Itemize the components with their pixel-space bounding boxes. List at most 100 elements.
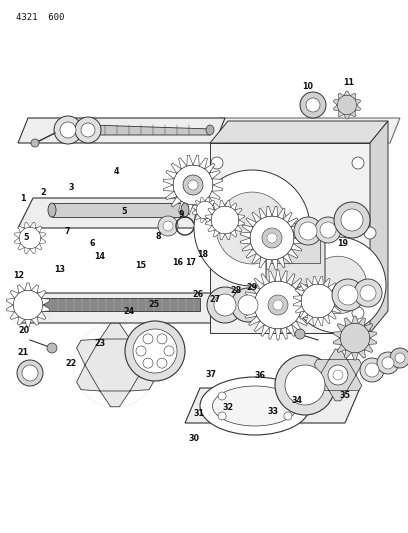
- Polygon shape: [163, 179, 174, 185]
- Text: 21: 21: [17, 349, 28, 357]
- Polygon shape: [205, 197, 209, 202]
- Text: 8: 8: [155, 232, 161, 240]
- Polygon shape: [323, 278, 330, 287]
- Polygon shape: [301, 299, 313, 305]
- Polygon shape: [193, 155, 199, 166]
- Polygon shape: [333, 105, 339, 111]
- Circle shape: [306, 98, 320, 112]
- Polygon shape: [368, 332, 377, 338]
- Circle shape: [337, 95, 357, 115]
- Polygon shape: [212, 185, 223, 191]
- Polygon shape: [205, 163, 215, 173]
- Polygon shape: [272, 259, 278, 270]
- Circle shape: [332, 279, 364, 311]
- Polygon shape: [35, 244, 42, 250]
- Polygon shape: [299, 292, 311, 299]
- Text: 33: 33: [267, 407, 278, 416]
- Ellipse shape: [206, 125, 214, 135]
- Text: 27: 27: [210, 295, 221, 304]
- Text: 4: 4: [113, 167, 119, 176]
- Circle shape: [17, 360, 43, 386]
- Polygon shape: [291, 244, 302, 251]
- Polygon shape: [300, 311, 308, 319]
- Polygon shape: [318, 276, 323, 285]
- Text: 35: 35: [339, 391, 350, 400]
- Polygon shape: [220, 233, 225, 240]
- Polygon shape: [192, 206, 197, 210]
- Circle shape: [301, 284, 335, 318]
- Circle shape: [295, 329, 305, 339]
- Polygon shape: [347, 375, 362, 391]
- Text: 26: 26: [192, 290, 204, 298]
- Polygon shape: [163, 185, 174, 191]
- Polygon shape: [235, 225, 242, 232]
- Polygon shape: [293, 301, 302, 306]
- Circle shape: [163, 221, 173, 231]
- Polygon shape: [187, 204, 193, 215]
- Polygon shape: [261, 325, 270, 336]
- Circle shape: [133, 329, 177, 373]
- Circle shape: [22, 365, 38, 381]
- Circle shape: [328, 365, 348, 385]
- Circle shape: [143, 334, 153, 344]
- Polygon shape: [18, 317, 24, 325]
- Circle shape: [188, 180, 198, 190]
- Polygon shape: [209, 200, 215, 206]
- Circle shape: [31, 139, 39, 147]
- Polygon shape: [334, 301, 343, 306]
- Polygon shape: [328, 283, 336, 291]
- Polygon shape: [209, 171, 220, 179]
- Polygon shape: [24, 320, 31, 327]
- Polygon shape: [296, 285, 307, 294]
- Polygon shape: [166, 171, 177, 179]
- Polygon shape: [213, 203, 220, 210]
- Polygon shape: [283, 254, 292, 264]
- Polygon shape: [210, 121, 388, 143]
- Circle shape: [254, 281, 302, 329]
- Text: 30: 30: [188, 434, 199, 442]
- Polygon shape: [210, 143, 370, 333]
- Polygon shape: [35, 226, 42, 232]
- Polygon shape: [40, 238, 46, 244]
- Circle shape: [250, 216, 294, 260]
- Polygon shape: [292, 278, 302, 289]
- Circle shape: [268, 295, 288, 315]
- Polygon shape: [345, 318, 352, 326]
- Polygon shape: [238, 215, 245, 220]
- Polygon shape: [259, 208, 266, 219]
- Text: 31: 31: [194, 409, 204, 417]
- Polygon shape: [314, 375, 329, 391]
- Polygon shape: [231, 230, 237, 237]
- Polygon shape: [90, 125, 212, 135]
- Polygon shape: [14, 232, 20, 238]
- Circle shape: [214, 294, 236, 316]
- Polygon shape: [242, 244, 253, 251]
- Ellipse shape: [35, 298, 44, 311]
- Polygon shape: [355, 99, 361, 105]
- Polygon shape: [323, 315, 330, 324]
- Polygon shape: [195, 214, 200, 220]
- Text: 5: 5: [24, 233, 29, 241]
- Polygon shape: [18, 226, 24, 232]
- Polygon shape: [231, 203, 237, 210]
- Circle shape: [218, 392, 226, 400]
- Circle shape: [164, 346, 174, 356]
- Polygon shape: [40, 298, 200, 311]
- Polygon shape: [301, 305, 313, 311]
- Polygon shape: [187, 155, 193, 166]
- Text: 19: 19: [337, 239, 348, 248]
- Text: 20: 20: [18, 326, 29, 335]
- Polygon shape: [352, 316, 358, 324]
- Polygon shape: [295, 289, 304, 296]
- Polygon shape: [296, 316, 307, 326]
- Circle shape: [207, 287, 243, 323]
- Text: 23: 23: [94, 340, 106, 348]
- Polygon shape: [332, 289, 341, 296]
- Circle shape: [136, 346, 146, 356]
- Text: 3: 3: [69, 183, 74, 192]
- Circle shape: [352, 157, 364, 169]
- Text: 36: 36: [255, 372, 266, 380]
- Polygon shape: [220, 200, 225, 207]
- Circle shape: [81, 123, 95, 137]
- Circle shape: [338, 285, 358, 305]
